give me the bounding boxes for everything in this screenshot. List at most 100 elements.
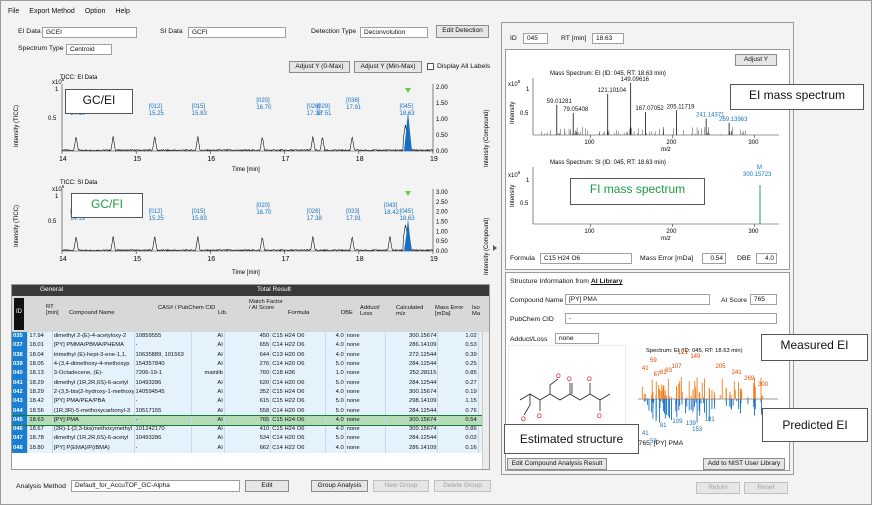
col-lib[interactable]: Lib. <box>218 310 228 316</box>
ai-score-field[interactable]: 765 <box>750 294 777 305</box>
col-calculated-mz[interactable]: Calculated m/z <box>396 305 424 317</box>
reset-button[interactable]: Reset <box>744 482 788 494</box>
col-adduct[interactable]: Adduct/ Loss <box>360 305 380 317</box>
ms-ei-peak-label: 59.01281 <box>547 99 573 105</box>
col-match-factor[interactable]: Match Factor / AI Score <box>249 299 283 311</box>
table-cell: 18.13 <box>27 369 53 379</box>
tic-peak-rt: 16.70 <box>256 105 272 111</box>
edit-detection-button[interactable]: Edit Detection <box>436 25 489 38</box>
display-all-labels-checkbox[interactable] <box>427 63 434 70</box>
tic-ei-ytick-05: 0.5 <box>48 116 57 122</box>
table-row[interactable]: 042 18.29 2-(3,5-bis(2-hydroxy-1-methoxy 14… <box>12 387 489 398</box>
table-cell: 0.54 <box>437 415 479 425</box>
menu-export-method[interactable]: Export Method <box>29 8 75 15</box>
table-cell: AI <box>191 406 225 416</box>
mirror-top-label: 300 <box>758 382 769 388</box>
table-row[interactable]: 040 18.13 3-Octadecene, (E)- 7206-19-1 mainl… <box>12 369 489 379</box>
ai-score-label: AI Score <box>721 297 748 304</box>
col-iso[interactable]: Iso Ma <box>472 305 481 317</box>
ms-fi-exp: x106 <box>508 170 521 179</box>
table-cell: 10859555 <box>134 332 192 342</box>
mass-error-field[interactable]: 0.54 <box>702 253 726 264</box>
table-cell: C15 H24 O6 <box>270 387 327 398</box>
return-button[interactable]: Return <box>696 482 740 494</box>
col-id[interactable]: ID <box>14 298 24 330</box>
menu-bar: File Export Method Option Help <box>8 8 130 20</box>
table-cell: 272.12544 <box>385 350 439 360</box>
adduct-loss-field[interactable]: none <box>555 333 599 344</box>
si-data-field[interactable]: GCFI <box>188 27 286 38</box>
table-row[interactable]: 039 18.05 4-(3,4-dimethoxy-4-methoxyp 15435… <box>12 359 489 370</box>
splitter-arrow-icon[interactable] <box>493 245 497 251</box>
table-row[interactable]: 048 18.80 [PY] P(EMA)/P(iBMA) - AI 662 C14 H22… <box>12 443 489 453</box>
tic-xtick-label: 18 <box>356 156 364 163</box>
table-row[interactable]: 044 18.56 (1R,3R)-5-methoxycarbonyl-3 10517… <box>12 406 489 416</box>
table-cell: 558 <box>224 406 272 416</box>
menu-option[interactable]: Option <box>84 8 106 15</box>
col-cas[interactable]: CAS# / PubChem CID <box>158 305 216 311</box>
menu-file[interactable]: File <box>8 8 20 15</box>
cell-id: 045 <box>12 415 29 425</box>
edit-method-button[interactable]: Edit <box>245 480 289 492</box>
table-row[interactable]: 045 18.63 [PY] PMA - AI 765 C15 H24 O6 4.0 none 3… <box>12 414 489 427</box>
table-cell: AI <box>191 397 225 407</box>
col-formula[interactable]: Formula <box>288 310 310 316</box>
col-dbe[interactable]: DBE <box>341 310 353 316</box>
pubchem-cid-field[interactable]: - <box>565 313 777 324</box>
table-cell: AI <box>191 378 225 388</box>
table-cell: 0.39 <box>437 350 479 360</box>
col-mass-error[interactable]: Mass Error [mDa] <box>435 305 464 317</box>
table-scrollbar[interactable] <box>482 332 489 469</box>
tic-right-tick: 1.50 <box>436 220 448 226</box>
id-field[interactable]: 045 <box>523 33 548 44</box>
tic-peak-id: [015] <box>192 104 206 110</box>
table-cell: AI <box>191 332 225 342</box>
table-row[interactable]: 047 18.78 dimethyl (1R,2R,6S)-6-acetyl 1049… <box>12 434 489 444</box>
table-cell: C18 H36 <box>270 369 327 379</box>
table-row[interactable]: 038 18.04 trimethyl (E)-hept-3-ene-1,1, 106… <box>12 350 489 360</box>
add-to-nist-button[interactable]: Add to NIST User Library <box>703 458 785 470</box>
table-row[interactable]: 037 18.01 [PY] PMMA/PBMA/PHEMA - AI 655 C14 H2… <box>12 341 489 351</box>
table-cell: none <box>345 359 386 370</box>
table-cell: 765 <box>224 415 272 425</box>
ei-data-field[interactable]: GCEI <box>42 27 137 38</box>
tic-ei-chart: TICC: EI Data x106 Intensity (TICC) Inte… <box>14 75 490 173</box>
edit-compound-result-button[interactable]: Edit Compound Analysis Result <box>507 458 607 470</box>
formula-field[interactable]: C15 H24 O6 <box>540 253 632 264</box>
col-rt[interactable]: RT [min] <box>46 304 59 316</box>
adjust-y-button[interactable]: Adjust Y <box>735 54 777 66</box>
mirror-bottom-label: 153 <box>692 427 703 433</box>
mirror-bottom-label: 41 <box>642 431 649 437</box>
table-row[interactable]: 046 18.67 (2R)-1-[2,3-bis(methoxymethyl 101… <box>12 424 489 435</box>
cell-id: 040 <box>12 369 29 379</box>
analysis-method-field[interactable]: Default_for_AccuTOF_GC-Alpha <box>71 480 240 492</box>
new-group-button[interactable]: New Group <box>373 480 429 492</box>
adjust-y-0max-button[interactable]: Adjust Y (0-Max) <box>289 61 350 73</box>
tic-peak-id: [020] <box>256 98 270 104</box>
dbe-field[interactable]: 4.0 <box>756 253 777 264</box>
mirror-top-label: 269 <box>744 376 755 382</box>
table-cell: AI <box>191 424 225 435</box>
spectrum-type-field[interactable]: Centroid <box>66 44 112 55</box>
table-cell: dimethyl (1R,2R,6S)-6-acetyl <box>52 434 135 444</box>
col-compound-name[interactable]: Compound Name <box>69 310 115 316</box>
table-cell: 101242170 <box>134 424 192 435</box>
table-row[interactable]: 043 18.42 [PY] PMA/PEA/PBA - AI 615 C15 H22 O6… <box>12 397 489 407</box>
tic-peak-rt: 17.38 <box>307 216 323 222</box>
rt-field[interactable]: 18.63 <box>592 33 624 44</box>
table-cell: 4.0 <box>325 415 346 425</box>
adjust-y-minmax-button[interactable]: Adjust Y (Min-Max) <box>354 61 422 73</box>
table-cell: none <box>345 378 386 388</box>
ai-library-link[interactable]: AI Library <box>590 278 623 285</box>
table-cell: 450 <box>224 332 272 342</box>
delete-group-button[interactable]: Delete Group <box>434 480 491 492</box>
detection-type-field[interactable]: Deconvolution <box>360 27 428 38</box>
mirror-caption: 1, 765, [PY] PMA <box>631 440 684 447</box>
group-analysis-button[interactable]: Group Analysis <box>311 480 368 492</box>
table-row[interactable]: 035 17.94 dimethyl 2-(E)-4-acetyloxy-2 1085… <box>12 332 489 342</box>
tic-right-tick: 1.50 <box>436 101 448 107</box>
cell-id: 044 <box>12 406 29 416</box>
menu-help[interactable]: Help <box>115 8 130 15</box>
table-row[interactable]: 041 18.29 dimethyl (1R,2R,6S)-6-acetyl 1049… <box>12 378 489 388</box>
compound-name-field[interactable]: [PY] PMA <box>565 294 710 305</box>
